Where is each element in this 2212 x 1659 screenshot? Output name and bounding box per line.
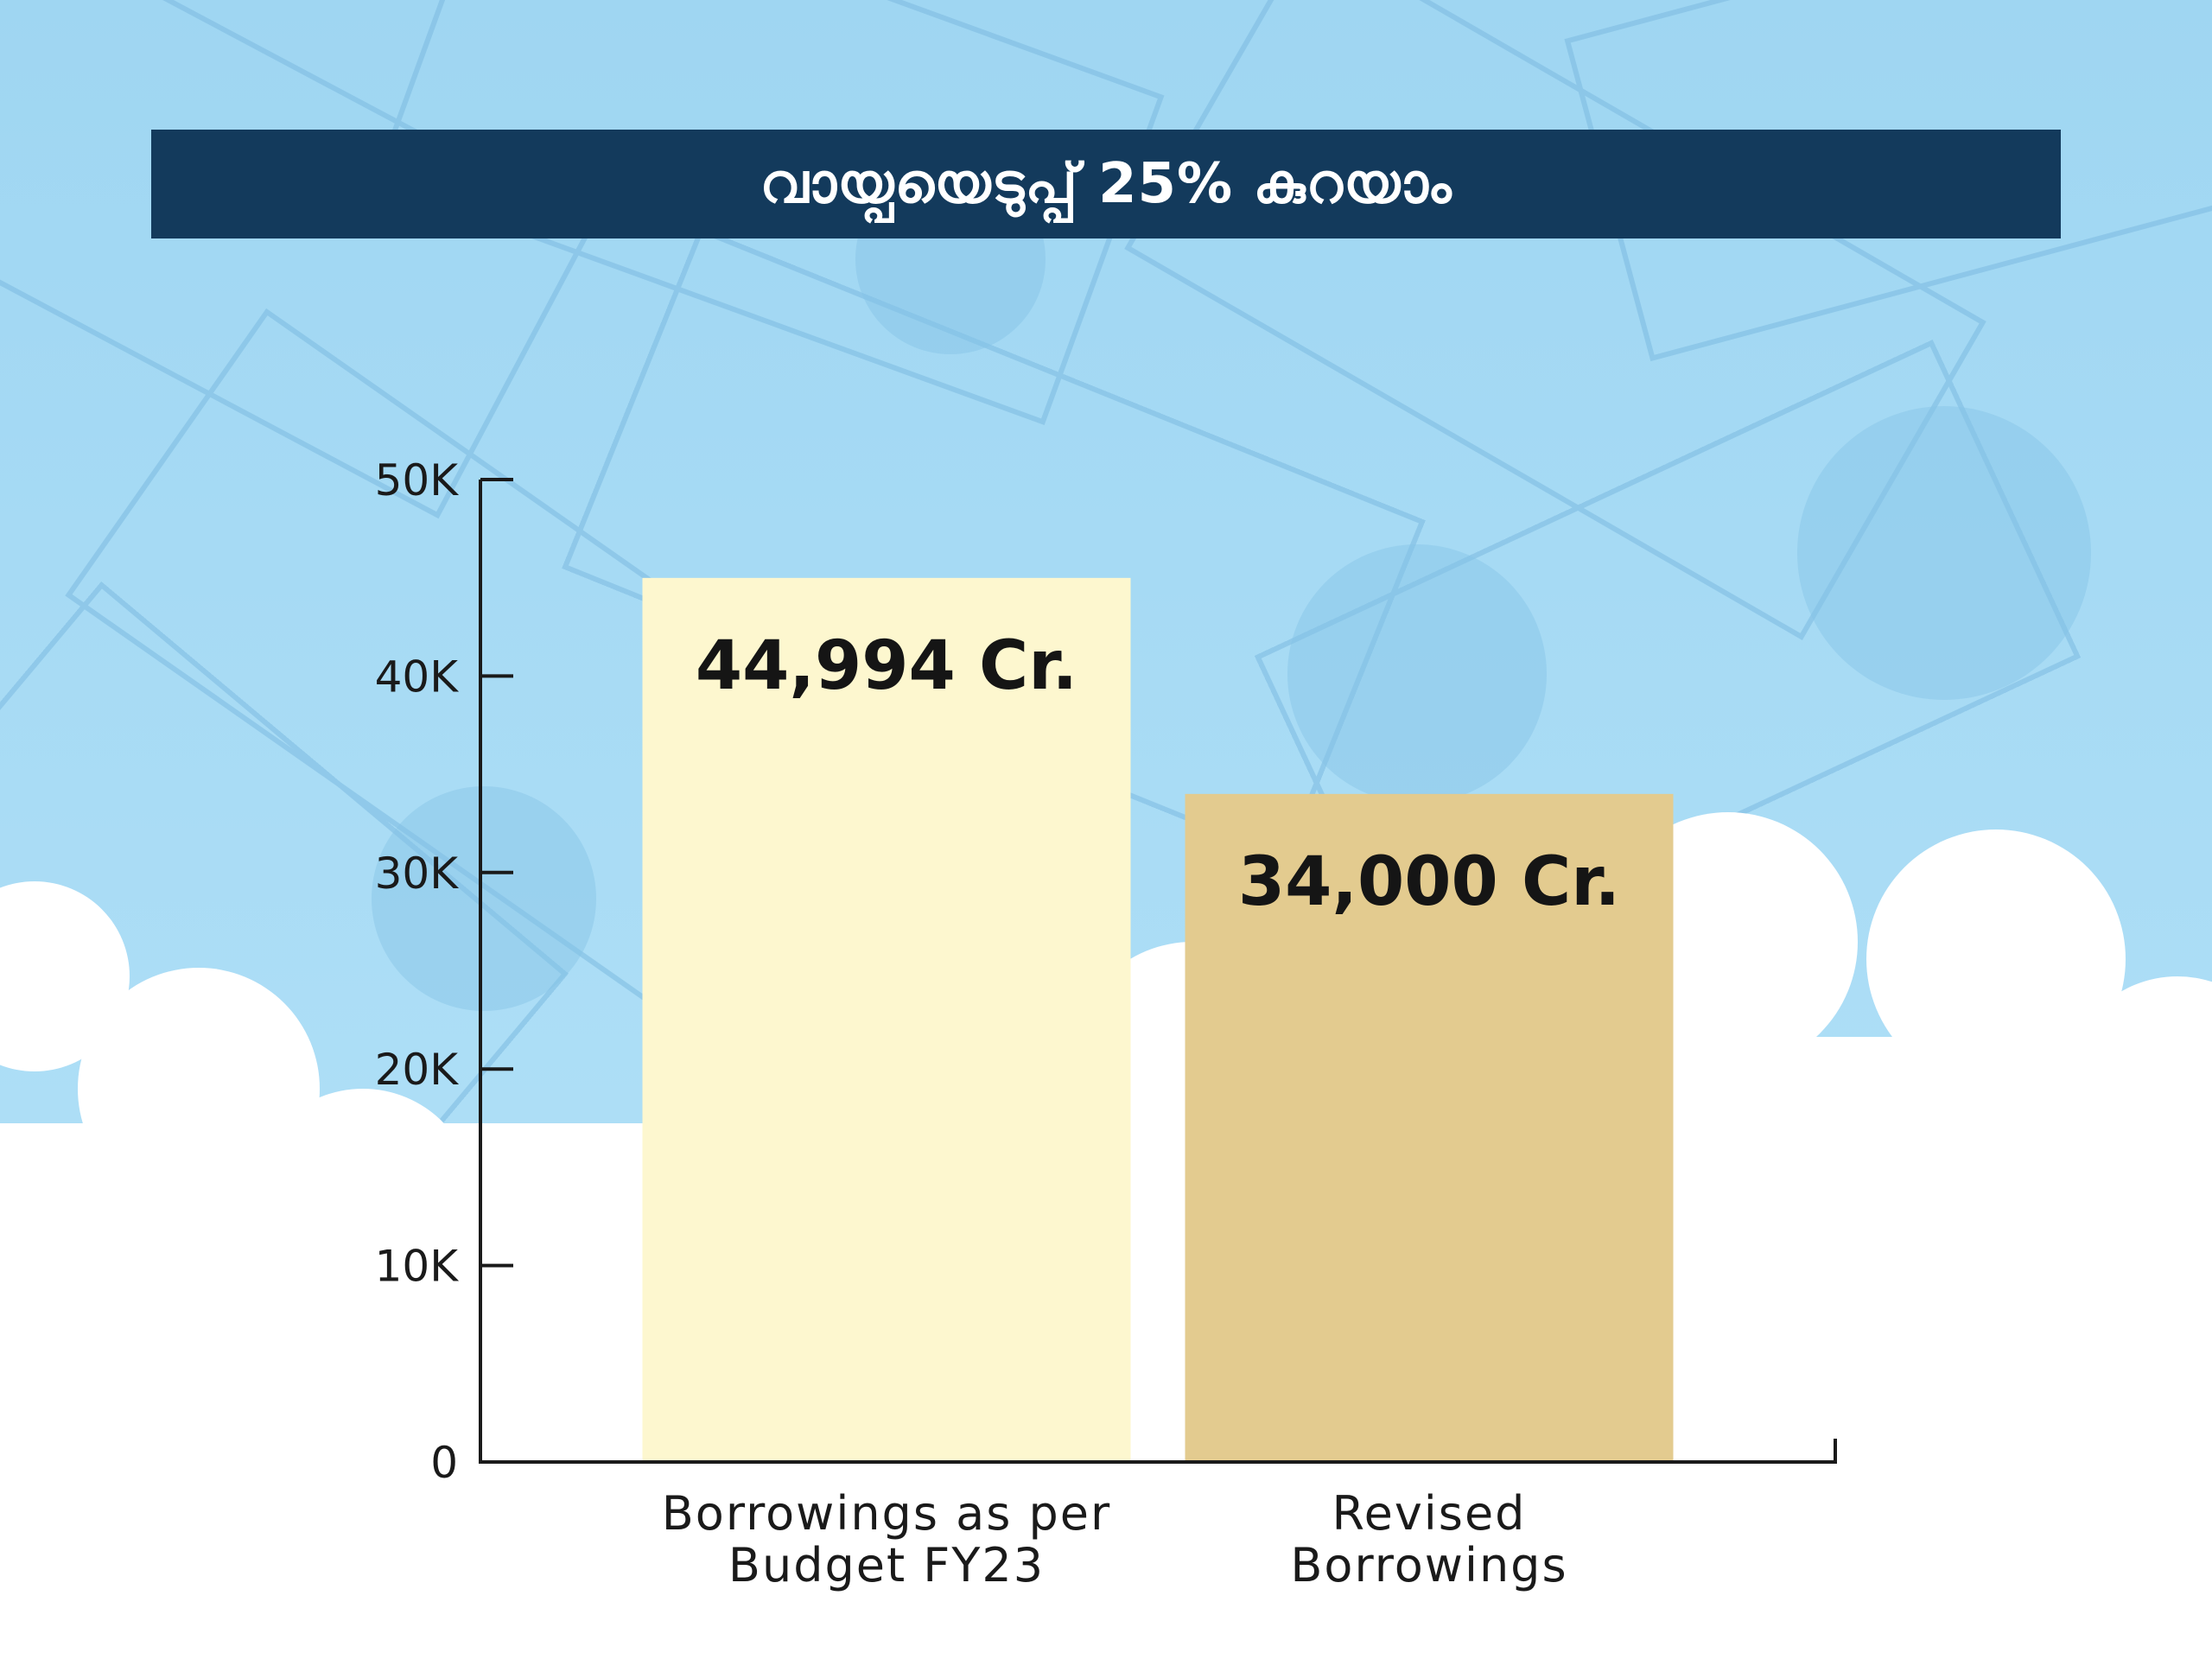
- bar-1: [642, 577, 1131, 1460]
- title-banner: വായ്പയെടുപ്പ് 25% കുറയാം: [151, 130, 2061, 238]
- category-label-2-line-1: Revised: [1332, 1486, 1527, 1541]
- category-label-1-line-2: Budget FY23: [728, 1538, 1045, 1592]
- axes: [479, 480, 1837, 1464]
- y-tick-label: 10K: [375, 1242, 460, 1292]
- y-tick-label: 20K: [375, 1045, 460, 1095]
- y-ticks: 0 10K 20K 30K 40K 50K: [375, 455, 513, 1488]
- y-tick-label: 50K: [375, 455, 460, 505]
- chart-title: വായ്പയെടുപ്പ് 25% കുറയാം: [760, 152, 1452, 216]
- category-label-2-line-2: Borrowings: [1290, 1538, 1567, 1592]
- y-tick-label: 0: [430, 1438, 458, 1488]
- y-tick-label: 40K: [375, 652, 460, 702]
- category-label-1-line-1: Borrowings as per: [662, 1486, 1111, 1541]
- data-label-2: 34,000 Cr.: [1238, 843, 1620, 921]
- data-labels: 44,994 Cr. 34,000 Cr.: [696, 627, 1620, 921]
- bar-2: [1185, 793, 1674, 1460]
- bars: [642, 577, 1674, 1460]
- y-tick-label: 30K: [375, 849, 460, 899]
- data-label-1: 44,994 Cr.: [696, 627, 1077, 705]
